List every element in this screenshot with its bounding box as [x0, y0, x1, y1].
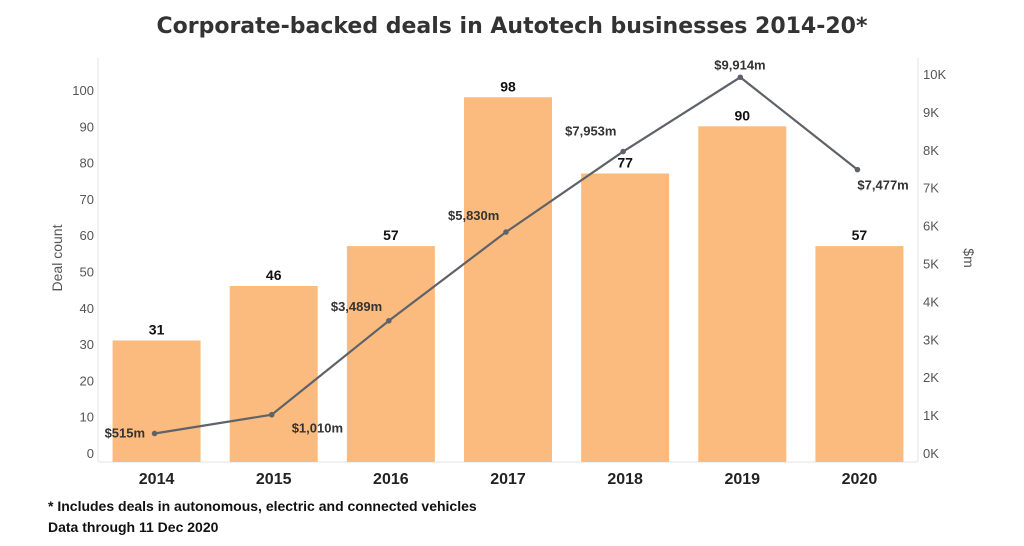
line-point-2016: [386, 317, 392, 324]
footnote-data-date: Data through 11 Dec 2020: [48, 519, 219, 535]
bar-label-2020: 57: [852, 227, 868, 243]
line-series: [151, 74, 861, 437]
y-tick-100: 100: [72, 83, 94, 98]
line-label-2020: $7,477m: [857, 178, 908, 193]
bar-2015: [229, 286, 318, 462]
y2-axis-title: $m: [961, 248, 977, 267]
y-tick-90: 90: [80, 119, 94, 134]
bar-2017: [464, 97, 552, 462]
footnote-definition: * Includes deals in autonomous, electric…: [48, 498, 477, 514]
y2-tick-7K: 7K: [923, 181, 939, 196]
y-axis-title: Deal count: [49, 224, 65, 291]
y2-tick-10K: 10K: [923, 67, 946, 82]
chart-title: Corporate-backed deals in Autotech busin…: [156, 14, 868, 39]
bar-label-2016: 57: [383, 227, 399, 243]
y2-tick-1K: 1K: [923, 408, 939, 423]
line-point-2015: [268, 411, 275, 418]
y-tick-60: 60: [80, 228, 94, 243]
x-tick-2019: 2019: [724, 471, 760, 488]
bar-2019: [698, 126, 787, 463]
y2-tick-5K: 5K: [923, 257, 939, 272]
line-label-2019: $9,914m: [714, 57, 765, 72]
y-tick-40: 40: [80, 301, 94, 316]
bar-2014: [112, 340, 201, 462]
y-tick-30: 30: [80, 337, 94, 352]
bar-label-2019: 90: [734, 107, 750, 123]
y-tick-20: 20: [80, 373, 94, 388]
axes: 0 10 20 30 40 50 60 70 80 90 100 0K 1K 2K 3K 4K 5K 6K 7K 8K…: [49, 67, 977, 488]
x-tick-2020: 2020: [842, 471, 878, 488]
y-tick-10: 10: [80, 410, 94, 425]
bar-label-2017: 98: [500, 78, 516, 94]
line-point-2020: [854, 166, 861, 173]
line-label-2014: $515m: [105, 425, 145, 440]
y-tick-0: 0: [87, 446, 94, 461]
line-point-2017: [503, 229, 509, 235]
x-tick-2015: 2015: [256, 471, 292, 488]
y2-tick-9K: 9K: [923, 105, 939, 120]
x-tick-2014: 2014: [139, 471, 175, 488]
line-point-2014: [151, 430, 158, 437]
bar-2016: [346, 246, 435, 462]
y2-tick-2K: 2K: [923, 370, 939, 385]
y2-tick-6K: 6K: [923, 219, 939, 234]
y2-tick-0K: 0K: [923, 446, 939, 461]
x-tick-2018: 2018: [607, 471, 643, 488]
data-labels: 31 46 57 98 77 90 57 $515m $1,010m $3,489m $5,830m…: [105, 57, 909, 440]
x-tick-2017: 2017: [490, 471, 526, 488]
bar-series: [112, 97, 904, 463]
y-tick-80: 80: [80, 156, 94, 171]
line-point-2018: [620, 148, 626, 155]
y2-tick-8K: 8K: [923, 143, 939, 158]
y-tick-50: 50: [80, 265, 94, 280]
y2-tick-4K: 4K: [923, 294, 939, 309]
line-label-2016: $3,489m: [331, 299, 382, 314]
bar-label-2014: 31: [149, 321, 165, 337]
bar-label-2015: 46: [266, 267, 282, 283]
line-label-2017: $5,830m: [448, 208, 499, 223]
line-label-2015: $1,010m: [292, 421, 343, 436]
line-label-2018: $7,953m: [565, 124, 616, 139]
bar-2020: [815, 246, 904, 462]
x-tick-2016: 2016: [373, 471, 409, 488]
line-point-2019: [737, 74, 744, 81]
bar-label-2018: 77: [617, 154, 633, 170]
bar-2018: [581, 173, 670, 463]
y2-tick-3K: 3K: [923, 332, 939, 347]
y-tick-70: 70: [80, 192, 94, 207]
